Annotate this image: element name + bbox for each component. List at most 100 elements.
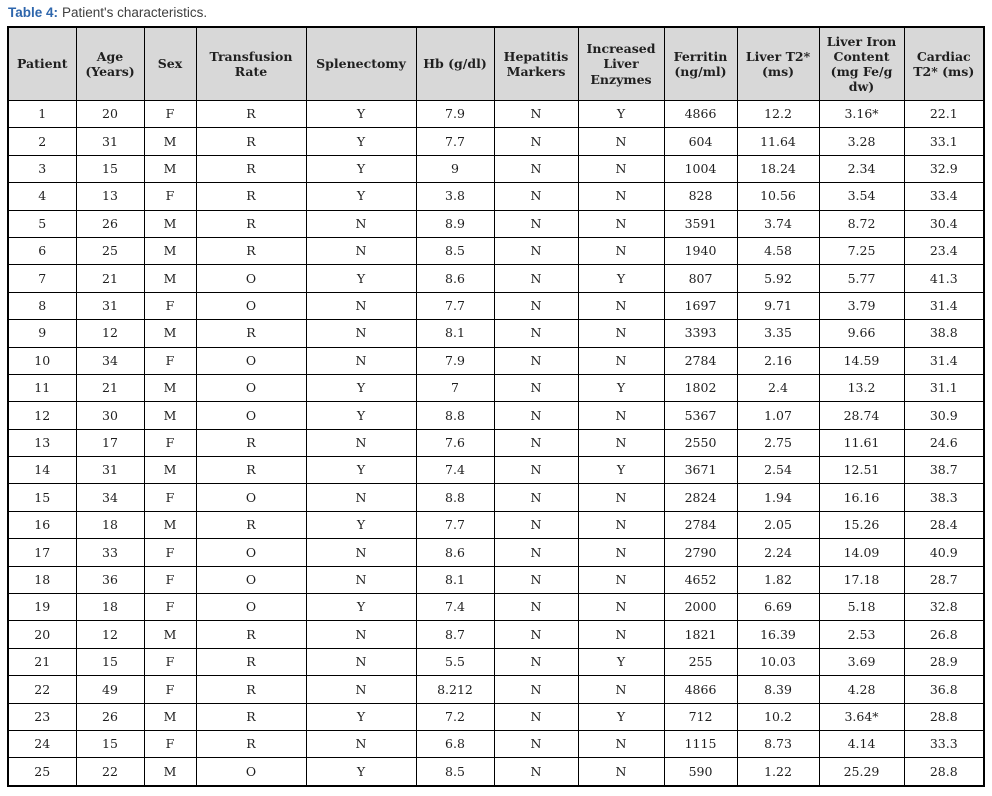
table-cell: 31.1: [903, 373, 985, 403]
table-cell: 18: [7, 565, 77, 595]
table-cell: N: [493, 209, 579, 238]
table-cell: N: [493, 647, 579, 677]
table-cell: 2: [7, 127, 77, 156]
table-body: 1 20 F R Y 7.9 N Y 4866 12.2 3.16* 22.1 2 31 M R Y 7.7 N N 6…: [7, 99, 985, 787]
table-cell: N: [577, 620, 665, 649]
table-cell: 2550: [663, 428, 738, 458]
table-cell: Y: [305, 401, 417, 430]
table-cell: N: [577, 236, 665, 266]
table-cell: 8.6: [415, 264, 495, 293]
table-cell: 2784: [663, 346, 738, 375]
table-row: 16 18 M R Y 7.7 N N 2784 2.05 15.26 28.4: [7, 510, 985, 540]
table-cell: 8.73: [736, 729, 820, 759]
table-row: 24 15 F R N 6.8 N N 1115 8.73 4.14 33.3: [7, 729, 985, 759]
table-cell: 13.2: [818, 373, 905, 403]
table-cell: 8.212: [415, 675, 495, 704]
table-row: 13 17 F R N 7.6 N N 2550 2.75 11.61 24.6: [7, 428, 985, 458]
table-row: 12 30 M O Y 8.8 N N 5367 1.07 28.74 30.9: [7, 401, 985, 430]
table-cell: O: [195, 483, 307, 512]
table-cell: R: [195, 620, 307, 649]
table-cell: 4.28: [818, 675, 905, 704]
table-cell: 12.2: [736, 99, 820, 129]
table-cell: 18.24: [736, 154, 820, 184]
table-cell: 4652: [663, 565, 738, 595]
table-cell: 12: [75, 620, 145, 649]
table-cell: Y: [305, 757, 417, 787]
table-cell: 8.5: [415, 757, 495, 787]
table-cell: Y: [577, 702, 665, 731]
table-cell: R: [195, 428, 307, 458]
table-cell: Y: [305, 127, 417, 156]
table-cell: 7.7: [415, 510, 495, 540]
table-cell: 23.4: [903, 236, 985, 266]
table-cell: N: [493, 319, 579, 348]
table-cell: 15: [75, 647, 145, 677]
table-cell: R: [195, 209, 307, 238]
table-cell: N: [305, 647, 417, 677]
table-cell: 17: [7, 538, 77, 567]
table-cell: M: [143, 236, 197, 266]
table-cell: 7.7: [415, 291, 495, 321]
table-row: 15 34 F O N 8.8 N N 2824 1.94 16.16 38.3: [7, 483, 985, 512]
table-cell: N: [305, 620, 417, 649]
table-cell: N: [493, 373, 579, 403]
table-cell: 12.51: [818, 456, 905, 485]
table-cell: 1115: [663, 729, 738, 759]
table-cell: Y: [305, 264, 417, 293]
table-row: 8 31 F O N 7.7 N N 1697 9.71 3.79 31.4: [7, 291, 985, 321]
table-cell: N: [577, 538, 665, 567]
table-cell: N: [493, 565, 579, 595]
table-cell: 24: [7, 729, 77, 759]
table-cell: 17.18: [818, 565, 905, 595]
table-cell: 26.8: [903, 620, 985, 649]
table-cell: 255: [663, 647, 738, 677]
table-cell: 31: [75, 127, 145, 156]
table-cell: 20: [7, 620, 77, 649]
table-cell: O: [195, 264, 307, 293]
table-cell: 12: [7, 401, 77, 430]
table-cell: N: [577, 319, 665, 348]
table-cell: R: [195, 154, 307, 184]
table-cell: 33.1: [903, 127, 985, 156]
table-cell: 22: [75, 757, 145, 787]
table-row: 7 21 M O Y 8.6 N Y 807 5.92 5.77 41.3: [7, 264, 985, 293]
table-cell: F: [143, 538, 197, 567]
table-cell: 31.4: [903, 346, 985, 375]
table-cell: 17: [75, 428, 145, 458]
table-cell: 9: [415, 154, 495, 184]
table-cell: N: [305, 675, 417, 704]
table-cell: 26: [75, 209, 145, 238]
table-cell: 21: [7, 647, 77, 677]
table-cell: Y: [305, 182, 417, 211]
table-cell: N: [577, 483, 665, 512]
table-cell: 4866: [663, 99, 738, 129]
table-cell: 41.3: [903, 264, 985, 293]
table-cell: 8: [7, 291, 77, 321]
table-cell: 8.8: [415, 483, 495, 512]
table-row: 21 15 F R N 5.5 N Y 255 10.03 3.69 28.9: [7, 647, 985, 677]
table-cell: F: [143, 346, 197, 375]
table-cell: 3.69: [818, 647, 905, 677]
table-cell: 28.9: [903, 647, 985, 677]
column-header: Liver T2* (ms): [736, 26, 820, 101]
column-header: Age (Years): [75, 26, 145, 101]
patients-table: Patient Age (Years) Sex Transfusion Rate Spl…: [7, 26, 985, 787]
table-cell: N: [577, 428, 665, 458]
table-cell: N: [493, 127, 579, 156]
table-cell: Y: [577, 264, 665, 293]
table-cell: F: [143, 565, 197, 595]
table-cell: 40.9: [903, 538, 985, 567]
table-cell: M: [143, 757, 197, 787]
table-cell: 15.26: [818, 510, 905, 540]
table-cell: 1940: [663, 236, 738, 266]
table-cell: 34: [75, 483, 145, 512]
table-cell: 8.7: [415, 620, 495, 649]
table-cell: 7.25: [818, 236, 905, 266]
table-cell: N: [493, 154, 579, 184]
table-row: 17 33 F O N 8.6 N N 2790 2.24 14.09 40.9: [7, 538, 985, 567]
table-cell: Y: [577, 373, 665, 403]
table-cell: 28.74: [818, 401, 905, 430]
table-cell: 5367: [663, 401, 738, 430]
table-cell: 7: [415, 373, 495, 403]
